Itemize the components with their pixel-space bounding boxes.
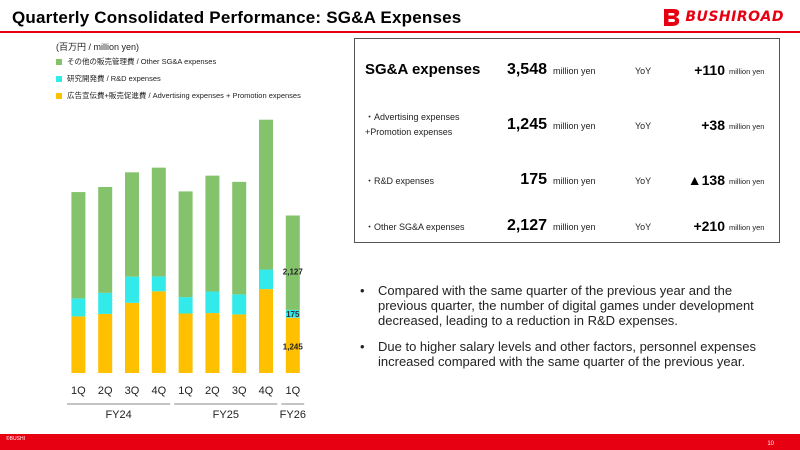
bullet-mark: • — [360, 283, 365, 298]
summary-unit-other: million yen — [553, 222, 596, 232]
data-label: 1,245 — [283, 342, 304, 351]
bar-segment-advertising — [178, 313, 193, 373]
x-tick-label: 1Q — [71, 385, 86, 397]
summary-unit-total: million yen — [553, 66, 596, 76]
page-number: 10 — [767, 441, 774, 447]
legend-label-advertising: 広告宣伝費+販売促進費 / Advertising expenses + Pro… — [67, 91, 301, 100]
bar-segment-rnd — [125, 276, 139, 303]
bullet-text: Compared with the same quarter of the pr… — [378, 283, 754, 328]
x-tick-label: 4Q — [151, 385, 166, 397]
summary-row-total: SG&A expenses 3,548 million yen YoY +110… — [355, 51, 781, 91]
summary-value-other: 2,127 — [506, 217, 547, 234]
bar-segment-rnd — [232, 294, 247, 315]
legend-item-advertising: 広告宣伝費+販売促進費 / Advertising expenses + Pro… — [56, 87, 301, 104]
bullet-text: Due to higher salary levels and other fa… — [378, 339, 756, 369]
summary-row-rnd: ・R&D expenses 175 million yen YoY ▲138 m… — [355, 161, 781, 201]
data-label: 2,127 — [283, 268, 304, 277]
sga-summary-box: SG&A expenses 3,548 million yen YoY +110… — [354, 38, 780, 243]
x-tick-label: 1Q — [285, 385, 300, 397]
fiscal-year-label: FY25 — [213, 409, 239, 421]
x-tick-label: 1Q — [178, 385, 193, 397]
fiscal-year-label: FY24 — [105, 409, 131, 421]
bar-segment-advertising — [259, 289, 273, 373]
bushiroad-b-icon — [664, 9, 680, 26]
summary-diff-total: +110 — [694, 62, 725, 78]
chart-legend: その他の販売管理費 / Other SG&A expenses 研究開発費 / … — [56, 53, 301, 104]
summary-value-total: 3,548 — [506, 61, 547, 78]
data-label: 175 — [286, 310, 300, 319]
logo-text: BUSHIROAD — [685, 9, 784, 25]
summary-label-other: ・Other SG&A expenses — [365, 222, 465, 232]
summary-row-other: ・Other SG&A expenses 2,127 million yen Y… — [355, 207, 781, 247]
bar-segment-rnd — [205, 291, 220, 314]
bar-segment-other — [98, 186, 113, 293]
footer-bar: ©BUSHI 10 — [0, 434, 800, 450]
summary-yoy-other: YoY — [635, 222, 652, 232]
summary-diff-unit-other: million yen — [729, 223, 765, 232]
summary-label-advertising-line2: +Promotion expenses — [365, 127, 453, 137]
title-divider — [0, 31, 800, 33]
summary-diff-unit-advertising: million yen — [729, 122, 765, 131]
commentary-bullets: • Compared with the same quarter of the … — [360, 283, 780, 380]
bar-segment-other — [151, 167, 166, 277]
bar-segment-rnd — [178, 297, 193, 314]
summary-yoy-rnd: YoY — [635, 176, 652, 186]
bar-segment-other — [232, 181, 247, 295]
summary-diff-advertising: +38 — [701, 117, 725, 133]
bar-segment-advertising — [232, 314, 247, 373]
x-tick-label: 2Q — [205, 385, 220, 397]
summary-value-advertising: 1,245 — [506, 116, 547, 133]
summary-label-advertising: ・Advertising expenses — [365, 112, 460, 122]
summary-label-rnd: ・R&D expenses — [365, 176, 435, 186]
bar-segment-other — [205, 175, 220, 292]
legend-label-rnd: 研究開発費 / R&D expenses — [67, 74, 161, 83]
summary-diff-unit-rnd: million yen — [729, 177, 765, 186]
legend-item-rnd: 研究開発費 / R&D expenses — [56, 70, 301, 87]
summary-unit-advertising: million yen — [553, 121, 596, 131]
bar-segment-other — [125, 172, 139, 277]
bar-segment-advertising — [125, 302, 139, 373]
bar-segment-rnd — [151, 276, 166, 292]
summary-yoy-advertising: YoY — [635, 121, 652, 131]
summary-value-rnd: 175 — [520, 171, 547, 188]
x-tick-label: 4Q — [259, 385, 274, 397]
legend-swatch-rnd — [56, 75, 62, 82]
summary-diff-other: +210 — [693, 218, 725, 234]
summary-yoy-total: YoY — [635, 66, 652, 76]
bullet-mark: • — [360, 339, 365, 354]
summary-unit-rnd: million yen — [553, 176, 596, 186]
bar-segment-other — [71, 192, 86, 299]
brand-logo: BUSHIROAD — [661, 6, 784, 28]
bullet-item: • Compared with the same quarter of the … — [360, 283, 780, 328]
copyright: ©BUSHI — [6, 436, 25, 442]
legend-swatch-other — [56, 58, 62, 65]
legend-label-other: その他の販売管理費 / Other SG&A expenses — [67, 57, 217, 66]
page-title: Quarterly Consolidated Performance: SG&A… — [12, 8, 462, 27]
bar-segment-advertising — [98, 313, 113, 373]
fiscal-year-label: FY26 — [280, 409, 306, 421]
summary-diff-rnd: ▲138 — [687, 172, 725, 188]
bar-segment-rnd — [285, 309, 300, 318]
sga-stacked-bar-chart: 1Q 2Q 3Q 4Q 1Q 2Q 3Q 4Q 1Q 2,127 175 1,245 FY24 FY25 F… — [67, 119, 306, 421]
legend-item-other: その他の販売管理費 / Other SG&A expenses — [56, 53, 301, 70]
summary-diff-unit-total: million yen — [729, 67, 765, 76]
bar-segment-advertising — [205, 313, 220, 373]
bar-segment-rnd — [71, 298, 86, 317]
x-tick-label: 3Q — [232, 385, 247, 397]
summary-label-total: SG&A expenses — [365, 61, 481, 78]
bar-segment-other — [259, 119, 273, 270]
summary-row-advertising: ・Advertising expenses +Promotion expense… — [355, 105, 781, 145]
bar-segment-advertising — [285, 317, 300, 373]
bar-segment-rnd — [259, 269, 273, 290]
x-tick-label: 2Q — [98, 385, 113, 397]
x-tick-label: 3Q — [125, 385, 140, 397]
bar-segment-advertising — [151, 291, 166, 373]
bar-segment-other — [285, 215, 300, 310]
bar-segment-advertising — [71, 316, 86, 373]
bar-segment-rnd — [98, 292, 113, 314]
chart-unit-label: (百万円 / million yen) — [56, 42, 140, 52]
bar-segment-other — [178, 191, 193, 298]
legend-swatch-advertising — [56, 92, 62, 99]
bullet-item: • Due to higher salary levels and other … — [360, 339, 780, 369]
